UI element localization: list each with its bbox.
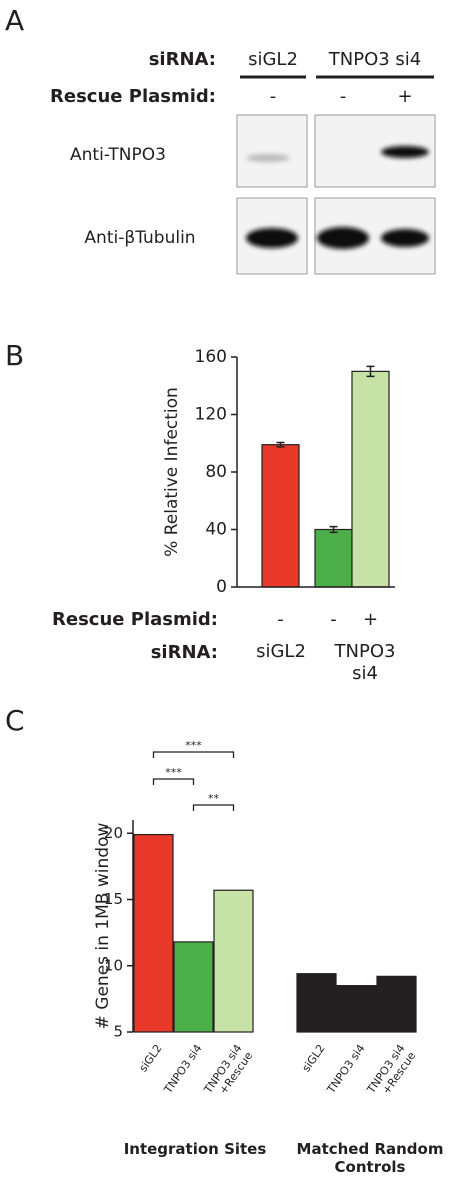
y-axis-label: % Relative Infection <box>162 387 182 557</box>
bar <box>296 973 337 1033</box>
row-label: Anti-βTubulin <box>84 228 195 248</box>
rescue: - <box>340 86 347 107</box>
bar <box>261 444 300 588</box>
significance-label: *** <box>165 766 182 779</box>
error-bar <box>366 365 375 378</box>
sirna: siGL2 <box>248 49 298 70</box>
group-label: Integration Sites <box>123 1140 267 1158</box>
bar <box>173 941 214 1033</box>
y-tick-label: 5 <box>113 1023 123 1041</box>
sirna: TNPO3 si4 <box>328 49 422 70</box>
sirna-group: siGL2 <box>256 641 306 662</box>
y-tick-label: 10 <box>104 956 123 974</box>
bar <box>351 370 390 588</box>
significance-bracket <box>152 751 235 758</box>
error-bar <box>276 441 285 448</box>
y-tick-label: 120 <box>195 405 227 425</box>
band <box>381 146 429 158</box>
rescue-label: Rescue Plasmid: <box>50 86 216 107</box>
blot-box <box>236 114 308 188</box>
group-label: Matched Random Controls <box>296 1140 444 1176</box>
y-tick-label: 160 <box>195 347 227 367</box>
bar <box>336 985 377 1033</box>
y-axis-label: # Genes in 1MB window <box>93 823 113 1030</box>
y-tick-label: 15 <box>104 890 123 908</box>
row-label: Anti-TNPO3 <box>70 145 166 165</box>
significance-label: ** <box>208 792 220 805</box>
panel-label: C <box>5 704 25 737</box>
significance-bracket <box>192 804 235 811</box>
band <box>317 227 369 249</box>
rescue: + <box>397 86 412 107</box>
bar <box>314 528 353 588</box>
y-tick-label: 80 <box>205 462 227 482</box>
y-tick-label: 0 <box>216 577 227 597</box>
band <box>246 228 298 248</box>
panel-label: A <box>5 4 24 37</box>
bar <box>133 833 174 1033</box>
rescue-label: Rescue Plasmid: <box>52 609 218 630</box>
sirna-group: TNPO3 si4 <box>334 641 396 684</box>
rescue: + <box>363 609 378 630</box>
bar <box>376 975 417 1033</box>
panel-label: B <box>5 339 24 372</box>
bar <box>213 889 254 1033</box>
y-tick-label: 20 <box>104 824 123 842</box>
rescue: - <box>277 609 284 630</box>
rescue: - <box>330 609 337 630</box>
error-bar <box>329 525 338 534</box>
significance-label: *** <box>185 739 202 752</box>
significance-bracket <box>152 778 195 785</box>
band <box>246 154 290 162</box>
sirna-label: siRNA: <box>151 642 218 663</box>
band <box>381 229 429 247</box>
sirna-label: siRNA: <box>149 49 216 70</box>
rescue: - <box>270 86 277 107</box>
y-tick-label: 40 <box>205 520 227 540</box>
